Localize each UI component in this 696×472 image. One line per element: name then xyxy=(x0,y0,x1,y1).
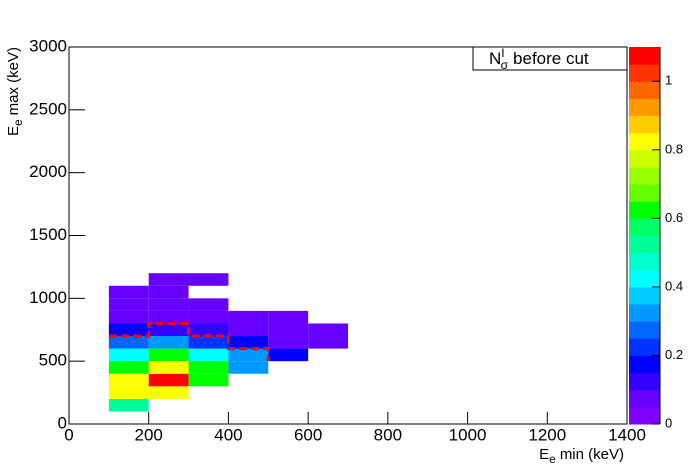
y-tick-label: 1500 xyxy=(29,225,67,244)
y-axis-label-part: max (keV) xyxy=(5,47,22,115)
x-axis-label-part: e xyxy=(549,452,556,466)
legend-text-part: I xyxy=(501,46,504,60)
heatmap-cell xyxy=(148,310,189,324)
heatmap-cell xyxy=(188,298,229,311)
heatmap-cell xyxy=(148,336,189,349)
color-bar-band xyxy=(629,286,660,305)
heatmap-cell xyxy=(188,273,229,286)
heatmap-cell xyxy=(188,336,229,349)
color-bar-band xyxy=(629,98,660,117)
heatmap-cell xyxy=(108,298,149,311)
y-tick-label: 2000 xyxy=(29,162,67,181)
y-tick-label: 2500 xyxy=(29,99,67,118)
heatmap-cell xyxy=(228,348,269,362)
color-bar-band xyxy=(629,235,660,254)
heatmap-cell xyxy=(148,298,189,311)
heatmap-cell xyxy=(148,285,189,299)
heatmap-cell xyxy=(228,310,269,324)
heatmap-cell xyxy=(228,336,269,349)
color-bar-band xyxy=(629,338,660,356)
heatmap-cell xyxy=(188,373,229,387)
heatmap-cell xyxy=(108,310,149,324)
x-tick-label: 1400 xyxy=(608,425,646,444)
legend-text-part: N xyxy=(489,49,501,68)
heatmap-cell xyxy=(148,323,189,337)
x-tick-label: 0 xyxy=(64,425,73,444)
heatmap-cell xyxy=(268,336,309,349)
heatmap-cell xyxy=(148,273,189,286)
heatmap-cell xyxy=(108,348,149,362)
heatmap-cell xyxy=(108,323,149,337)
color-bar-band xyxy=(629,81,660,99)
color-bar-band xyxy=(629,218,660,236)
x-tick-label: 800 xyxy=(374,425,402,444)
z-tick-label: 0.2 xyxy=(665,347,683,362)
y-tick-label: 1000 xyxy=(29,288,67,307)
x-axis-label-part: min (keV) xyxy=(560,446,624,463)
z-tick-label: 0.8 xyxy=(665,141,683,156)
color-bar-band xyxy=(629,389,660,408)
y-axis-label-part: e xyxy=(11,119,25,126)
heatmap-cell xyxy=(308,323,348,337)
y-axis-label-part: E xyxy=(5,126,22,136)
z-tick-label: 0.4 xyxy=(665,278,683,293)
z-tick-label: 0.6 xyxy=(665,210,683,225)
color-bar-band xyxy=(629,64,660,82)
legend-text: NI σ before cut xyxy=(489,46,589,72)
heatmap-cell xyxy=(108,285,149,299)
color-bar-band xyxy=(629,47,660,65)
heatmap-cell xyxy=(228,361,269,374)
legend-text-part: σ xyxy=(501,58,509,72)
heatmap-cell xyxy=(108,398,149,412)
y-tick-label: 0 xyxy=(58,413,67,432)
legend-box xyxy=(472,46,628,71)
color-bar-band xyxy=(629,252,660,271)
heatmap-cell xyxy=(108,386,149,399)
y-tick-label: 3000 xyxy=(29,36,67,55)
heatmap-cell xyxy=(268,348,309,362)
legend-text-part: before cut xyxy=(513,49,589,68)
z-tick-label: 1 xyxy=(665,73,672,88)
heatmap-cell xyxy=(268,323,309,337)
x-axis-label: Ee min (keV) xyxy=(539,446,624,466)
color-bar-band xyxy=(629,184,660,202)
x-tick-label: 1200 xyxy=(528,425,566,444)
color-bar-band xyxy=(629,406,660,425)
heatmap-cell xyxy=(268,310,309,324)
x-tick-label: 400 xyxy=(214,425,242,444)
color-bar-band xyxy=(629,132,660,151)
y-tick-label: 500 xyxy=(39,351,67,370)
color-bar-band xyxy=(629,115,660,134)
heatmap-cell xyxy=(228,323,269,337)
color-bar-band xyxy=(629,166,660,185)
heatmap-cell xyxy=(148,348,189,362)
heatmap-cell xyxy=(148,361,189,374)
x-axis-label-part: E xyxy=(539,446,549,463)
color-bar-band xyxy=(629,201,660,219)
heatmap-cell xyxy=(108,373,149,387)
color-bar-band xyxy=(629,149,660,168)
color-bar-band xyxy=(629,321,660,339)
color-bar-band xyxy=(629,355,660,374)
color-bar-band xyxy=(629,269,660,288)
color-bar-band xyxy=(629,304,660,322)
heatmap-cell xyxy=(148,373,189,387)
x-tick-label: 200 xyxy=(135,425,163,444)
heatmap-cell xyxy=(188,361,229,374)
heatmap-cell xyxy=(188,323,229,337)
x-tick-label: 1000 xyxy=(449,425,487,444)
heatmap-cell xyxy=(188,348,229,362)
contour-line xyxy=(108,321,270,362)
x-tick-label: 600 xyxy=(294,425,322,444)
z-tick-label: 0 xyxy=(665,415,672,430)
color-bar-band xyxy=(629,372,660,391)
heatmap-cell xyxy=(308,336,348,349)
heatmap-cell xyxy=(108,361,149,374)
heatmap-cell xyxy=(188,310,229,324)
y-axis-label: Ee max (keV) xyxy=(5,47,25,136)
heatmap-cell xyxy=(108,336,149,349)
heatmap-cell xyxy=(148,386,189,399)
